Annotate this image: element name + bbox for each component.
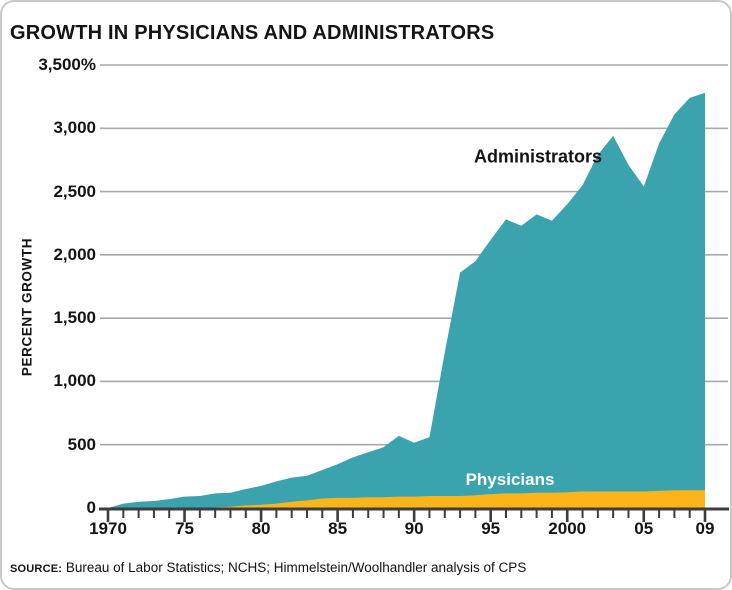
source-text: Bureau of Labor Statistics; NCHS; Himmel… [62,560,527,575]
y-tick-label: 500 [67,434,96,454]
x-tick-label: 2000 [548,519,587,538]
x-tick-label: 80 [251,519,271,538]
x-tick-label: 1970 [89,519,127,538]
x-tick-label: 75 [175,519,194,538]
y-tick-label: 2,000 [53,244,96,264]
y-tick-label: 3,000 [53,118,96,138]
y-tick-label: 2,500 [53,181,96,201]
area-physicians [108,490,705,508]
y-tick-label: 1,500 [53,308,96,328]
series-label-administrators: Administrators [473,146,603,167]
area-administrators [108,92,705,509]
y-tick-label: 3,500% [38,55,96,74]
y-tick-label: 1,000 [53,371,96,391]
x-tick-label: 90 [404,519,424,538]
series-label-physicians: Physicians [465,470,555,489]
x-tick-label: 09 [695,519,715,538]
y-tick-label: 0 [86,498,96,517]
source-note: SOURCE: Bureau of Labor Statistics; NCHS… [10,559,526,577]
x-tick-label: 95 [481,519,501,538]
chart-title: GROWTH IN PHYSICIANS AND ADMINISTRATORS [10,22,495,44]
x-tick-label: 85 [328,519,348,538]
x-tick-label: 05 [634,519,654,538]
source-label: SOURCE: [10,563,63,575]
